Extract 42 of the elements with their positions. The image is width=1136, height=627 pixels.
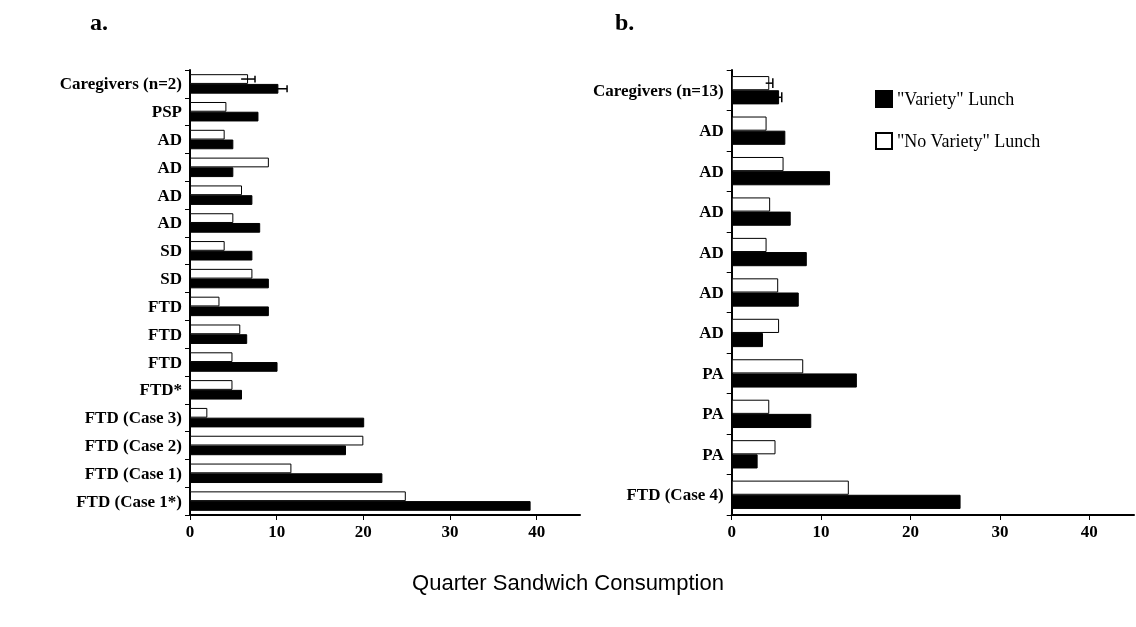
- x-tick-label: 20: [902, 522, 919, 541]
- chart-title: a.: [90, 9, 108, 35]
- y-tick-label: Caregivers (n=2): [59, 74, 182, 94]
- y-tick-label: FTD*: [139, 380, 182, 400]
- y-tick-label: AD: [699, 202, 724, 222]
- y-tick-label: FTD (Case 2): [84, 435, 182, 455]
- y-tick-label: AD: [157, 185, 182, 205]
- y-tick-label: Caregivers (n=13): [592, 80, 724, 100]
- x-tick-label: 30: [991, 522, 1009, 541]
- y-tick-label: PA: [702, 404, 725, 424]
- y-tick-label: PA: [702, 444, 725, 464]
- y-tick-label: AD: [157, 130, 182, 150]
- legend-label: "Variety" Lunch: [897, 89, 1015, 109]
- y-tick-label: FTD (Case 3): [84, 408, 182, 428]
- y-tick-label: FTD (Case 1): [84, 463, 182, 483]
- chart-title: b.: [615, 9, 635, 35]
- y-tick-label: FTD (Case 4): [626, 485, 724, 505]
- y-tick-label: FTD: [148, 324, 182, 344]
- y-tick-label: AD: [157, 213, 182, 233]
- y-tick-label: AD: [699, 283, 724, 302]
- x-axis-title: Quarter Sandwich Consumption: [411, 570, 725, 596]
- y-tick-label: AD: [157, 157, 182, 177]
- y-tick-label: PSP: [151, 102, 182, 122]
- y-tick-label: AD: [699, 242, 724, 262]
- y-tick-label: AD: [699, 121, 724, 141]
- y-tick-label: FTD: [148, 352, 182, 372]
- legend-label: "No Variety" Lunch: [897, 131, 1041, 151]
- y-tick-label: SD: [160, 241, 182, 261]
- y-tick-label: SD: [160, 269, 182, 289]
- x-tick-label: 40: [1080, 522, 1098, 541]
- y-tick-label: PA: [702, 363, 725, 383]
- x-tick-label: 10: [812, 522, 830, 541]
- y-tick-label: AD: [699, 323, 724, 343]
- x-tick-label: 0: [727, 522, 736, 541]
- x-tick-label: 0: [185, 522, 195, 541]
- y-tick-label: AD: [699, 161, 724, 181]
- x-tick-label: 30: [441, 522, 459, 541]
- y-tick-label: FTD (Case 1*): [76, 491, 182, 511]
- y-tick-label: FTD: [148, 296, 182, 316]
- x-tick-label: 20: [354, 522, 372, 541]
- x-tick-label: 40: [528, 522, 546, 541]
- x-tick-label: 10: [268, 522, 286, 541]
